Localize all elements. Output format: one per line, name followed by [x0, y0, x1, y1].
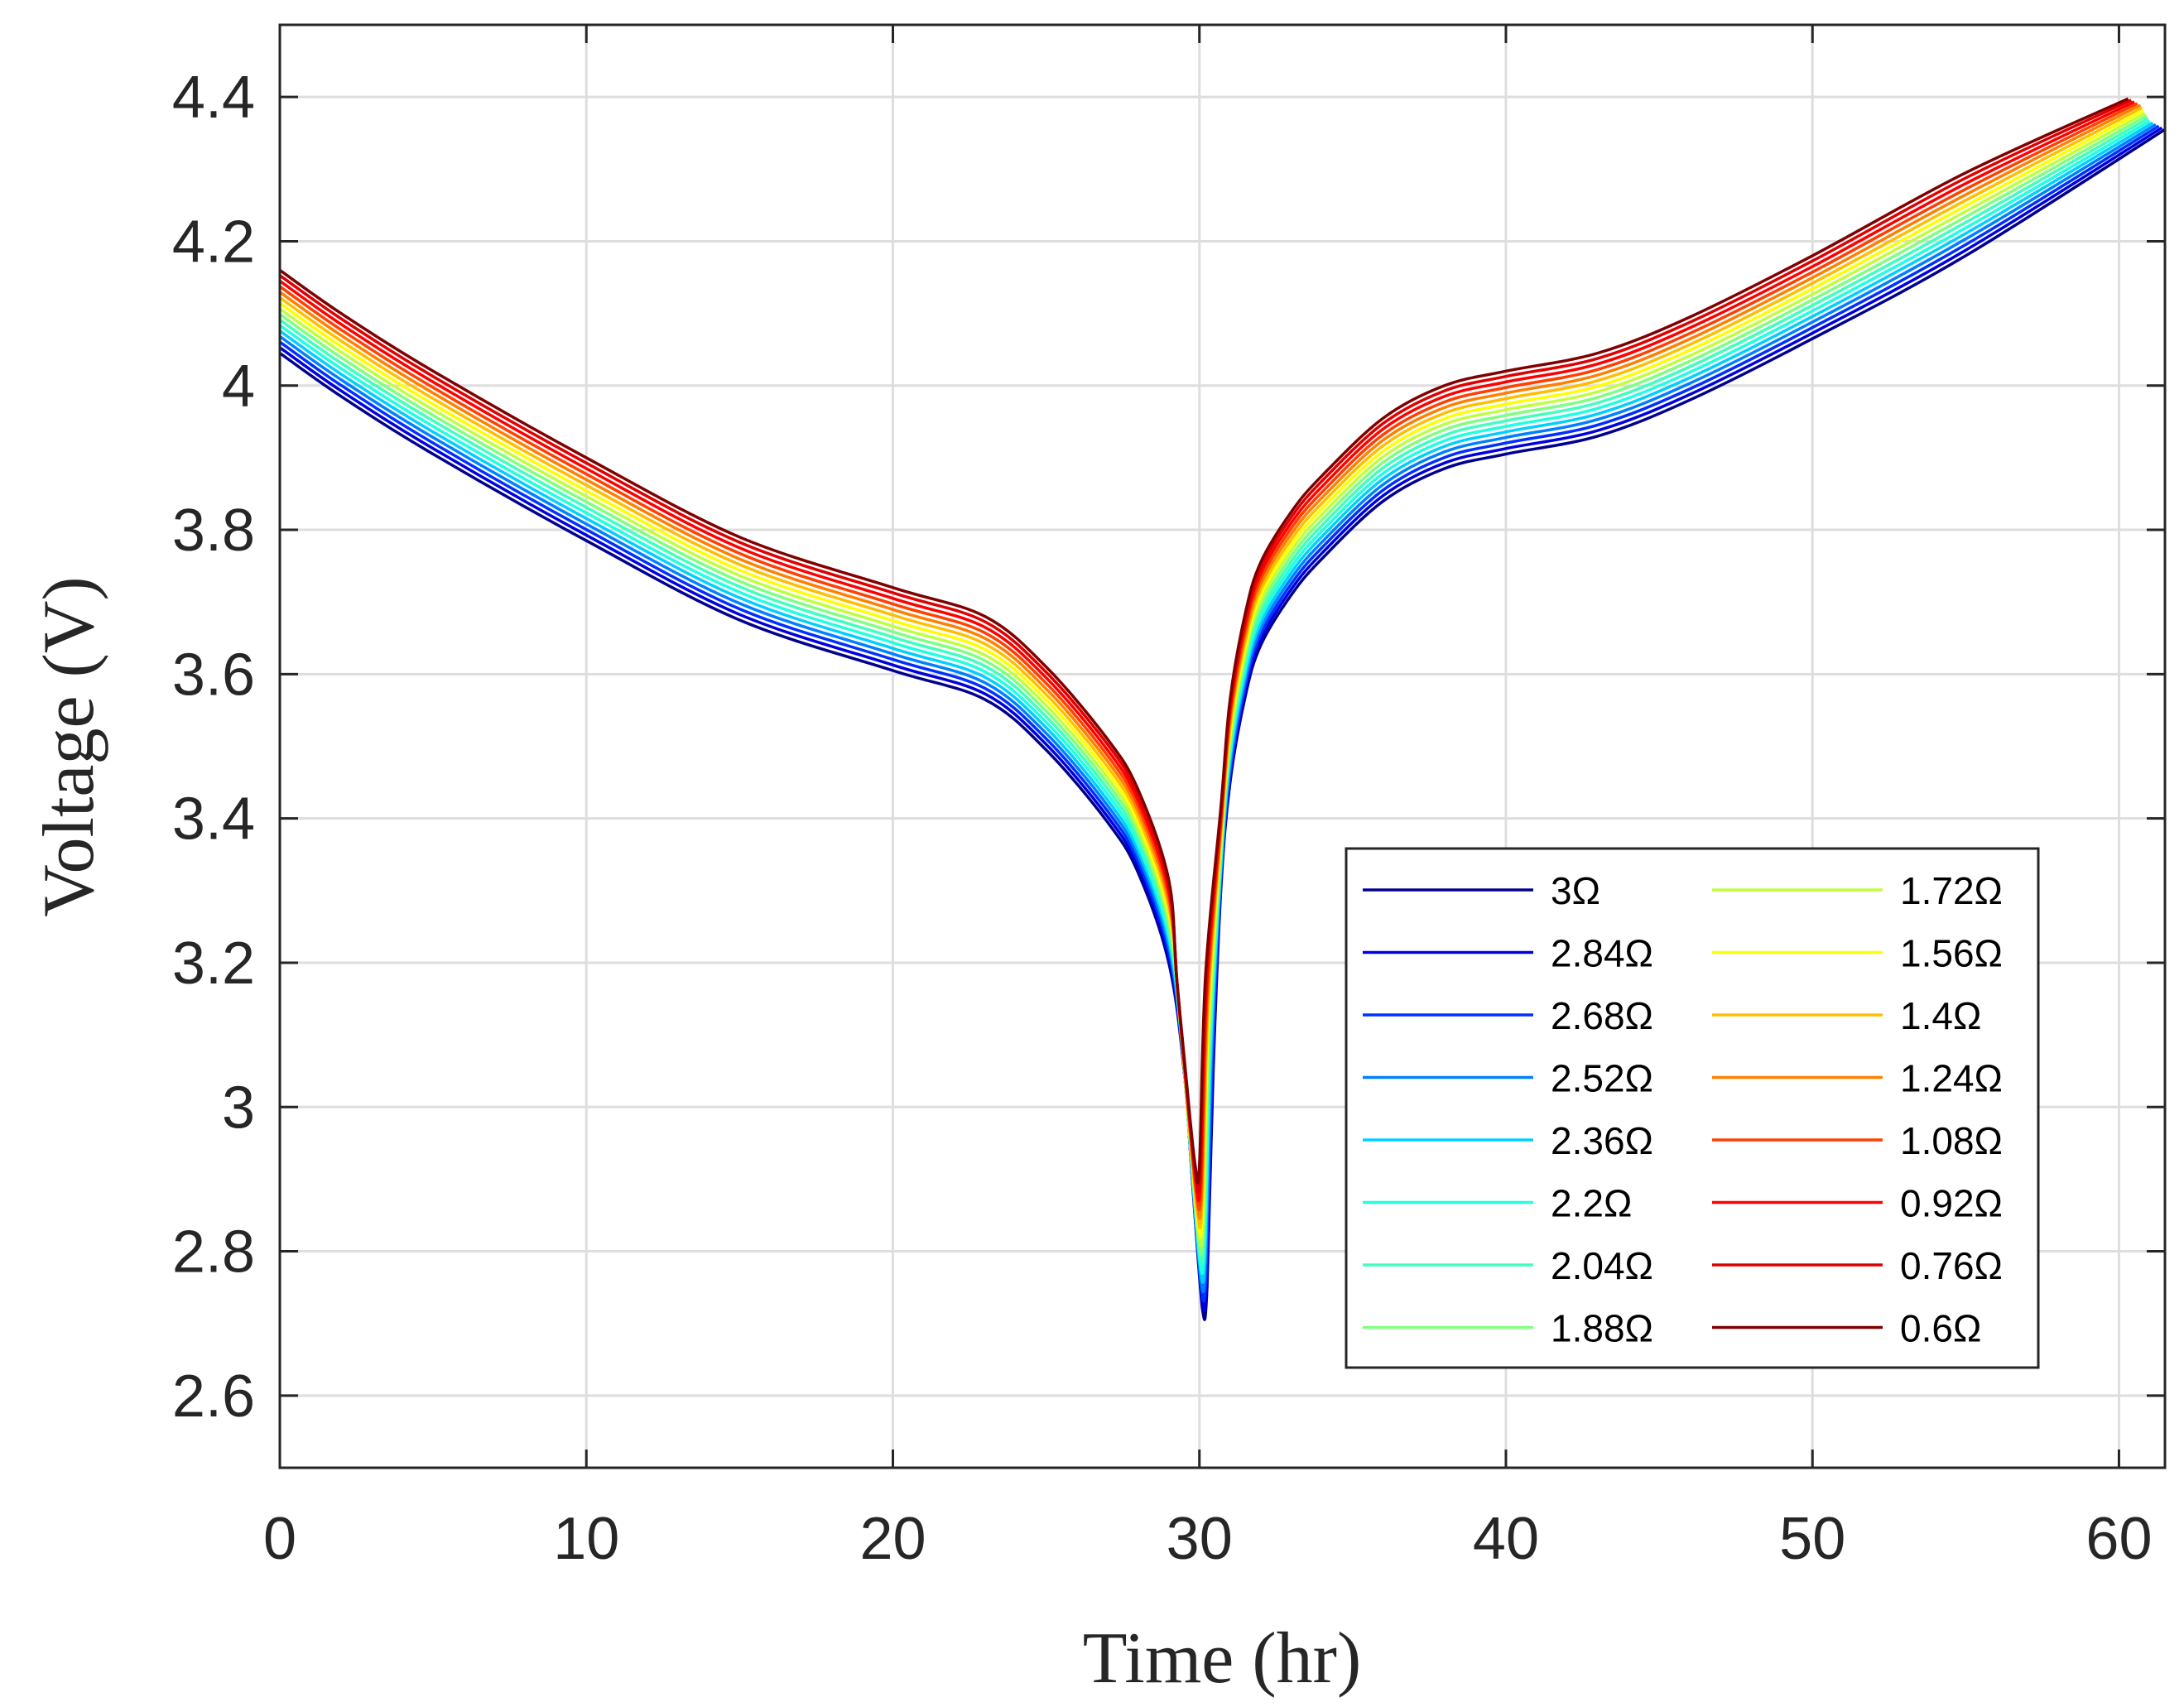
legend-label: 2.2Ω — [1551, 1182, 1632, 1225]
legend-label: 1.4Ω — [1900, 994, 1981, 1037]
legend-box — [1345, 847, 2040, 1369]
legend-label: 2.68Ω — [1551, 994, 1653, 1037]
x-axis-label: Time (hr) — [1083, 1618, 1362, 1699]
x-tick-label: 10 — [553, 1506, 619, 1572]
y-tick-labels: 2.6 2.8 3 3.2 3.4 3.6 3.8 4 4.2 4.4 — [172, 65, 255, 1430]
y-tick-label: 3.8 — [172, 498, 255, 564]
y-tick-label: 2.6 — [172, 1363, 255, 1430]
x-tick-label: 40 — [1473, 1506, 1539, 1572]
legend: 3Ω 2.84Ω 2.68Ω 2.52Ω 2.36Ω 2.2Ω 2.04Ω 1.88Ω 1.72… — [1345, 847, 2040, 1369]
legend-label: 0.6Ω — [1900, 1307, 1981, 1350]
legend-label: 0.92Ω — [1900, 1182, 2003, 1225]
series-line-16 — [280, 97, 2129, 1185]
axis-ticks — [278, 25, 2165, 1468]
y-tick-label: 3 — [222, 1075, 255, 1141]
legend-label: 2.04Ω — [1551, 1244, 1653, 1287]
legend-label: 1.88Ω — [1551, 1307, 1653, 1350]
series-lines — [280, 97, 2165, 1321]
x-tick-labels: 0 10 20 30 40 50 60 — [263, 1506, 2153, 1572]
legend-label: 2.52Ω — [1551, 1057, 1653, 1100]
legend-label: 1.72Ω — [1900, 869, 2003, 912]
y-tick-label: 4.4 — [172, 65, 255, 131]
legend-label: 0.76Ω — [1900, 1244, 2003, 1287]
y-axis-label: Voltage (V) — [29, 576, 109, 916]
legend-label: 1.08Ω — [1900, 1119, 2003, 1162]
legend-label: 2.84Ω — [1551, 932, 1653, 975]
y-tick-label: 4.2 — [172, 209, 255, 275]
legend-label: 2.36Ω — [1551, 1119, 1653, 1162]
legend-label: 1.56Ω — [1900, 932, 2003, 975]
x-tick-label: 50 — [1779, 1506, 1845, 1572]
x-tick-label: 20 — [859, 1506, 926, 1572]
plot-area-frame — [278, 23, 2167, 1469]
legend-label: 3Ω — [1551, 869, 1600, 912]
y-tick-label: 3.6 — [172, 642, 255, 708]
x-tick-label: 60 — [2085, 1506, 2152, 1572]
x-tick-label: 30 — [1167, 1506, 1233, 1572]
y-tick-label: 4 — [222, 353, 255, 420]
x-tick-label: 0 — [263, 1506, 296, 1572]
y-tick-label: 3.4 — [172, 786, 255, 853]
legend-label: 1.24Ω — [1900, 1057, 2003, 1100]
y-tick-label: 2.8 — [172, 1219, 255, 1286]
y-tick-label: 3.2 — [172, 930, 255, 997]
